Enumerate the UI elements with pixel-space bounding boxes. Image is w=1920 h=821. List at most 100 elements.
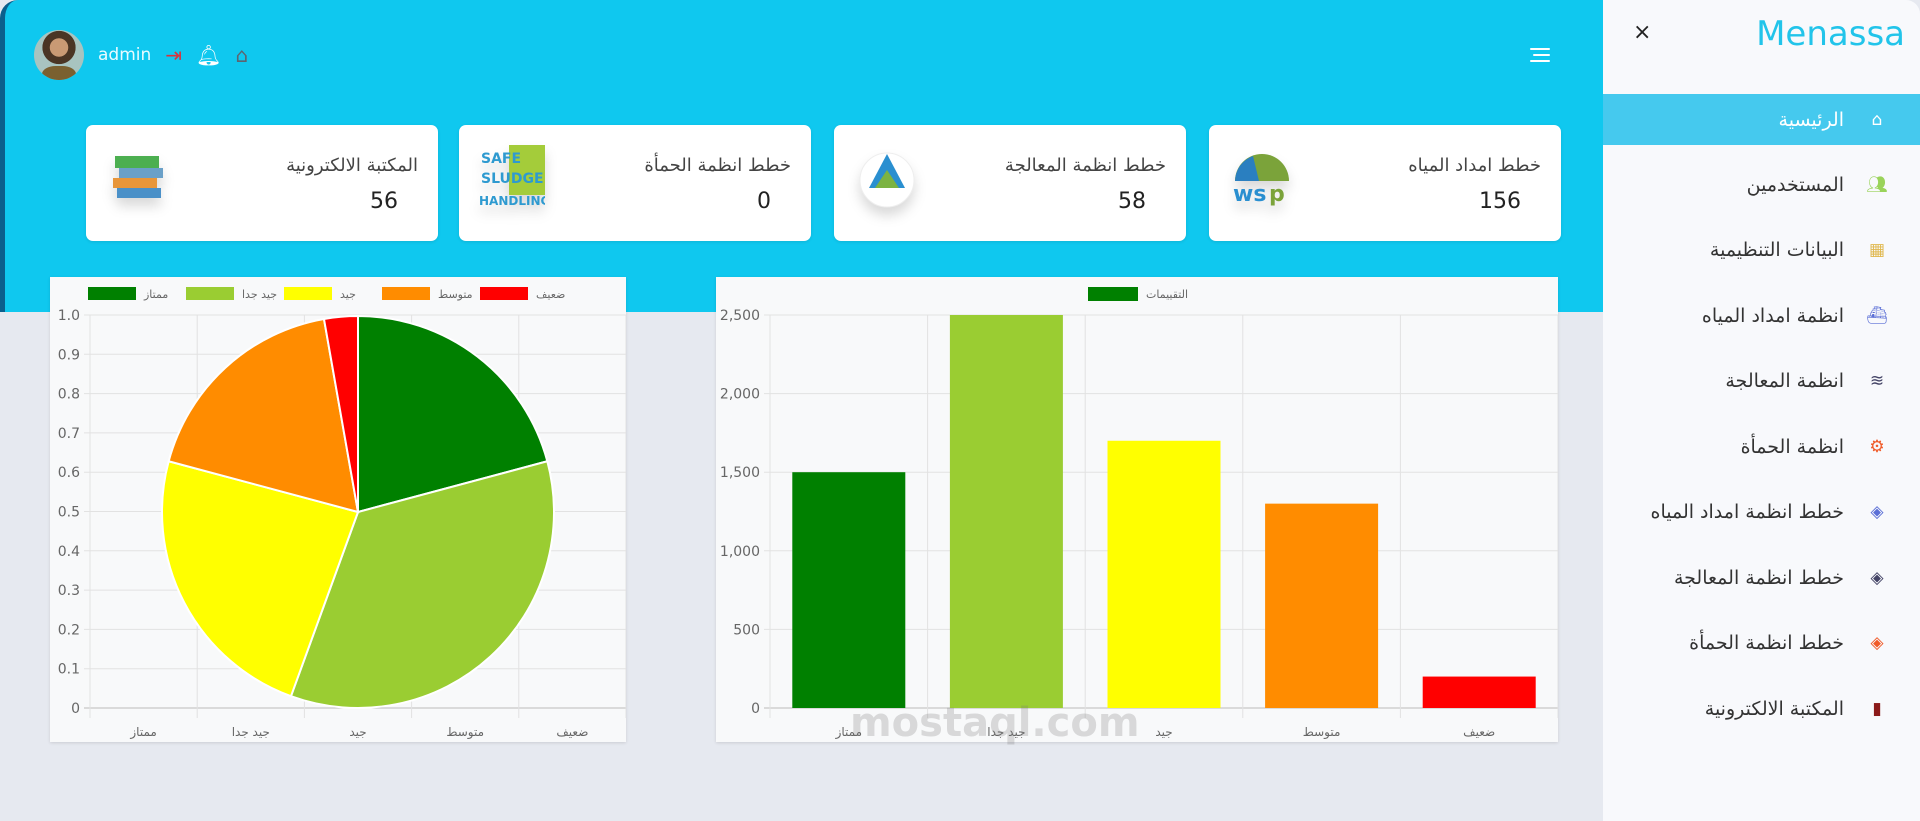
card-value: 56: [370, 189, 398, 214]
card-value: 0: [757, 189, 771, 214]
avatar[interactable]: [34, 30, 84, 80]
legend-swatch: [284, 287, 332, 300]
y-tick-label: 1.0: [58, 308, 80, 324]
books-icon: [106, 145, 172, 211]
legend-swatch: [382, 287, 430, 300]
bar-chart: 0 500 1,000 1,500 2,000 2,500 ممتاز جيد جدا جيد م…: [720, 287, 1559, 740]
svg-text:SLUDGE: SLUDGE: [481, 171, 544, 187]
y-tick-label: 0.7: [58, 426, 80, 442]
menu-icon[interactable]: [1530, 44, 1550, 66]
legend-swatch: [186, 287, 234, 300]
sidebar-item[interactable]: الرئيسية ⌂: [1603, 94, 1920, 145]
water-supply-icon: ⛴︎: [1866, 305, 1888, 326]
logout-icon[interactable]: ⇥: [165, 43, 183, 67]
layers-icon: ◈: [1870, 633, 1884, 654]
pie-slice: [167, 317, 360, 514]
y-tick-label: 1,500: [720, 465, 760, 481]
home-icon: ⌂: [1871, 109, 1883, 130]
pie-chart-panel: 0 0.1 0.2 0.3 0.4 0.5 0.6 0.7 0.8 0.9 1.0 ممتاز جيد …: [50, 277, 627, 742]
sidebar-item-label: المكتبة الالكترونية: [1704, 697, 1844, 720]
pie-slice: [289, 460, 555, 709]
pie-slice: [357, 314, 549, 514]
y-tick-label: 0: [71, 701, 80, 717]
legend-label: متوسط: [438, 288, 473, 301]
sidebar-item-label: البيانات التنظيمية: [1709, 239, 1844, 262]
bar: [949, 315, 1063, 708]
user-bar: admin ⇥ 🔔︎ ⌂: [34, 30, 248, 80]
layers-icon: ◈: [1870, 567, 1884, 588]
x-tick-label: ضعيف: [556, 725, 588, 739]
x-tick-label: متوسط: [1303, 725, 1341, 740]
legend-swatch: [480, 287, 528, 300]
sidebar-item[interactable]: انظمة امداد المياه ⛴︎: [1603, 283, 1920, 349]
bar: [1422, 676, 1536, 708]
x-tick-label: متوسط: [446, 725, 484, 740]
water-treatment-icon: ≋: [1869, 371, 1885, 392]
pie-slice: [322, 314, 359, 513]
gears-icon: ⚙: [1869, 436, 1885, 457]
y-tick-label: 0.6: [58, 465, 80, 481]
svg-text:ws: ws: [1233, 182, 1266, 207]
y-tick-label: 500: [733, 622, 760, 638]
x-tick-label: جيد: [349, 725, 366, 739]
bar: [1265, 503, 1379, 708]
y-tick-label: 2,000: [720, 387, 760, 403]
sidebar-item-label: خطط انظمة المعالجة: [1673, 566, 1844, 589]
sidebar-item[interactable]: انظمة الحمأة ⚙: [1603, 414, 1920, 480]
x-tick-label: جيد جدا: [232, 725, 270, 739]
sidebar-item-label: انظمة الحمأة: [1740, 435, 1844, 458]
sidebar-item[interactable]: البيانات التنظيمية ▦: [1603, 218, 1920, 284]
y-tick-label: 0.1: [58, 662, 80, 678]
card-title: المكتبة الالكترونية: [286, 155, 418, 176]
stat-card-treatment-plans[interactable]: خطط انظمة المعالجة 58: [834, 125, 1186, 241]
sidebar-item[interactable]: خطط انظمة امداد المياه ◈: [1603, 480, 1920, 546]
sidebar-item-label: خطط انظمة امداد المياه: [1650, 501, 1844, 524]
username[interactable]: admin: [98, 45, 152, 65]
sidebar-item[interactable]: خطط انظمة الحمأة ◈: [1603, 611, 1920, 677]
legend-label: جيد: [340, 288, 356, 301]
y-tick-label: 0.3: [58, 583, 80, 599]
sidebar-item-label: انظمة امداد المياه: [1701, 304, 1844, 327]
sidebar: × Menassa الرئيسية ⌂ المستخدمين 👥︎ البيانات …: [1603, 0, 1920, 821]
layers-icon: ◈: [1870, 502, 1884, 523]
card-title: خطط انظمة الحمأة: [644, 155, 791, 176]
x-tick-label: ضعيف: [1463, 725, 1495, 739]
safe-sludge-handling-logo: SAFE SLUDGE HANDLING: [479, 145, 545, 211]
legend-swatch: [1088, 287, 1138, 301]
watermark: mostaql.com: [850, 700, 1140, 746]
bar: [1107, 440, 1221, 708]
svg-text:p: p: [1269, 182, 1285, 207]
stat-card-library[interactable]: المكتبة الالكترونية 56: [86, 125, 438, 241]
sidebar-item[interactable]: خطط انظمة المعالجة ◈: [1603, 545, 1920, 611]
y-tick-label: 0: [751, 701, 760, 717]
y-tick-label: 0.9: [58, 347, 80, 363]
sidebar-item-label: الرئيسية: [1778, 108, 1844, 131]
sidebar-item-label: انظمة المعالجة: [1725, 370, 1844, 393]
sidebar-item[interactable]: المكتبة الالكترونية ▮: [1603, 676, 1920, 742]
building-icon: ▦: [1868, 240, 1886, 261]
y-tick-label: 0.8: [58, 387, 80, 403]
users-icon: 👥︎: [1866, 174, 1888, 195]
sidebar-item[interactable]: المستخدمين 👥︎: [1603, 152, 1920, 218]
sanitation-safety-logo: [854, 145, 920, 211]
bell-icon[interactable]: 🔔︎: [196, 43, 222, 67]
sidebar-item[interactable]: انظمة المعالجة ≋: [1603, 349, 1920, 415]
close-icon[interactable]: ×: [1633, 20, 1652, 45]
legend-label: التقييمات: [1146, 288, 1188, 301]
stat-card-water-plans[interactable]: ws p خطط امداد المياه 156: [1209, 125, 1561, 241]
card-title: خطط امداد المياه: [1408, 155, 1541, 176]
x-tick-label: جيد جدا: [987, 725, 1025, 739]
x-tick-label: ممتاز: [835, 725, 862, 740]
wsp-logo: ws p: [1229, 145, 1295, 211]
brand-logo[interactable]: Menassa: [1756, 14, 1905, 54]
pie-chart: 0 0.1 0.2 0.3 0.4 0.5 0.6 0.7 0.8 0.9 1.0 ممتاز جيد …: [58, 287, 627, 740]
bar-chart-panel: 0 500 1,000 1,500 2,000 2,500 ممتاز جيد جدا جيد م…: [716, 277, 1559, 742]
x-tick-label: ممتاز: [129, 725, 156, 740]
legend-label: جيد جدا: [242, 288, 277, 301]
x-tick-label: جيد: [1155, 725, 1172, 739]
home-icon[interactable]: ⌂: [235, 43, 249, 67]
legend-swatch: [88, 287, 136, 300]
svg-text:SAFE: SAFE: [481, 151, 521, 167]
stat-card-sludge-plans[interactable]: SAFE SLUDGE HANDLING خطط انظمة الحمأة 0: [459, 125, 811, 241]
svg-text:HANDLING: HANDLING: [479, 194, 545, 208]
